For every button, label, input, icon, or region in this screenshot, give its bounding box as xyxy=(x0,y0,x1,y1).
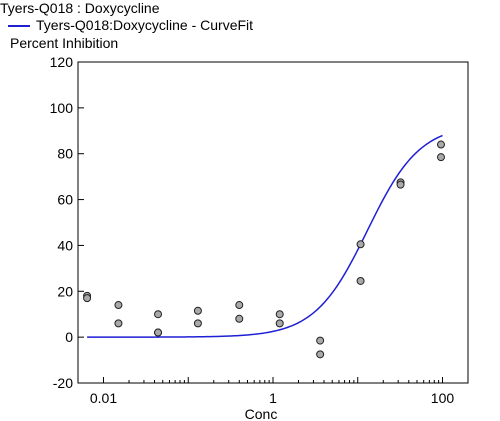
y-tick-label: -20 xyxy=(53,375,73,391)
y-axis-label: Percent Inhibition xyxy=(10,35,119,51)
x-tick-label: 1 xyxy=(269,390,277,406)
data-point xyxy=(356,240,365,249)
data-point xyxy=(83,294,92,303)
data-point xyxy=(235,314,244,323)
data-point xyxy=(114,301,123,310)
y-tick-label: 120 xyxy=(50,54,74,70)
data-point xyxy=(275,319,284,328)
data-point xyxy=(235,301,244,310)
data-point xyxy=(356,276,365,285)
data-point xyxy=(114,319,123,328)
data-point xyxy=(193,306,202,315)
legend-line-swatch xyxy=(8,24,30,27)
curve-fit-line xyxy=(87,134,443,338)
data-point xyxy=(396,180,405,189)
legend-label: Tyers-Q018:Doxycycline - CurveFit xyxy=(36,17,254,33)
data-point xyxy=(154,328,163,337)
x-tick-label: 0.01 xyxy=(90,390,117,406)
x-tick-label: 100 xyxy=(431,390,455,406)
y-tick-label: 60 xyxy=(57,192,73,208)
data-point xyxy=(316,336,325,345)
y-tick-label: 100 xyxy=(50,100,74,116)
x-axis-label: Conc xyxy=(245,406,278,421)
legend: Tyers-Q018:Doxycycline - CurveFit xyxy=(8,17,253,34)
data-point xyxy=(436,153,445,162)
chart-title: Tyers-Q018 : Doxycycline xyxy=(0,0,160,16)
y-tick-label: 20 xyxy=(57,283,73,299)
y-tick-label: 0 xyxy=(65,329,73,345)
plot-frame xyxy=(77,61,469,384)
data-point xyxy=(275,310,284,319)
data-point xyxy=(193,319,202,328)
data-point xyxy=(316,350,325,359)
y-tick-label: 40 xyxy=(57,237,73,253)
data-point xyxy=(154,310,163,319)
data-point xyxy=(436,140,445,149)
y-tick-label: 80 xyxy=(57,146,73,162)
